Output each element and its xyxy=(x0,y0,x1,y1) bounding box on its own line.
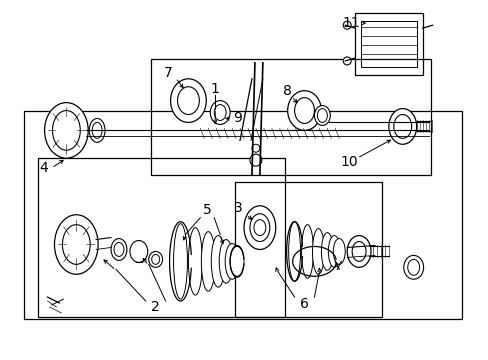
Text: 2: 2 xyxy=(151,300,160,314)
Ellipse shape xyxy=(301,225,313,278)
Bar xyxy=(360,21,416,67)
Ellipse shape xyxy=(393,114,411,138)
Ellipse shape xyxy=(230,247,244,276)
Ellipse shape xyxy=(253,220,265,235)
Circle shape xyxy=(343,57,350,65)
Text: 9: 9 xyxy=(233,112,242,126)
Ellipse shape xyxy=(346,235,370,267)
Circle shape xyxy=(251,144,259,152)
Text: 6: 6 xyxy=(300,297,308,311)
Bar xyxy=(354,13,422,75)
Ellipse shape xyxy=(249,214,269,242)
Ellipse shape xyxy=(219,239,233,283)
Ellipse shape xyxy=(388,109,416,144)
Text: 3: 3 xyxy=(233,201,242,215)
Ellipse shape xyxy=(224,243,239,279)
Ellipse shape xyxy=(403,255,423,279)
Ellipse shape xyxy=(44,103,88,158)
Bar xyxy=(24,111,461,319)
Ellipse shape xyxy=(314,105,330,125)
Ellipse shape xyxy=(111,239,127,260)
Ellipse shape xyxy=(177,87,199,114)
Ellipse shape xyxy=(130,240,147,262)
Ellipse shape xyxy=(287,91,321,130)
Text: 7: 7 xyxy=(164,66,173,80)
Ellipse shape xyxy=(114,243,123,256)
Ellipse shape xyxy=(188,228,202,295)
Text: 11: 11 xyxy=(342,16,359,30)
Ellipse shape xyxy=(317,109,326,122)
Ellipse shape xyxy=(62,225,90,264)
Ellipse shape xyxy=(151,255,160,264)
Ellipse shape xyxy=(214,105,225,121)
Text: 5: 5 xyxy=(203,203,211,217)
Text: 10: 10 xyxy=(340,155,357,169)
Ellipse shape xyxy=(244,206,275,249)
Text: 4: 4 xyxy=(39,161,48,175)
Ellipse shape xyxy=(89,118,105,142)
Circle shape xyxy=(249,154,262,166)
Text: 1: 1 xyxy=(210,82,219,96)
Ellipse shape xyxy=(407,260,419,275)
Ellipse shape xyxy=(351,242,366,261)
Ellipse shape xyxy=(54,215,98,274)
Ellipse shape xyxy=(288,222,300,281)
Ellipse shape xyxy=(294,98,314,123)
Ellipse shape xyxy=(170,79,206,122)
Ellipse shape xyxy=(312,229,324,274)
Ellipse shape xyxy=(327,235,340,267)
Ellipse shape xyxy=(92,122,102,138)
Ellipse shape xyxy=(333,239,345,264)
Circle shape xyxy=(343,21,350,29)
Text: 8: 8 xyxy=(283,84,291,98)
Ellipse shape xyxy=(173,224,187,299)
Ellipse shape xyxy=(210,100,230,125)
Ellipse shape xyxy=(211,235,224,287)
Ellipse shape xyxy=(321,233,333,270)
Ellipse shape xyxy=(201,231,215,291)
Ellipse shape xyxy=(148,251,163,267)
Ellipse shape xyxy=(52,111,80,150)
Bar xyxy=(235,182,381,317)
